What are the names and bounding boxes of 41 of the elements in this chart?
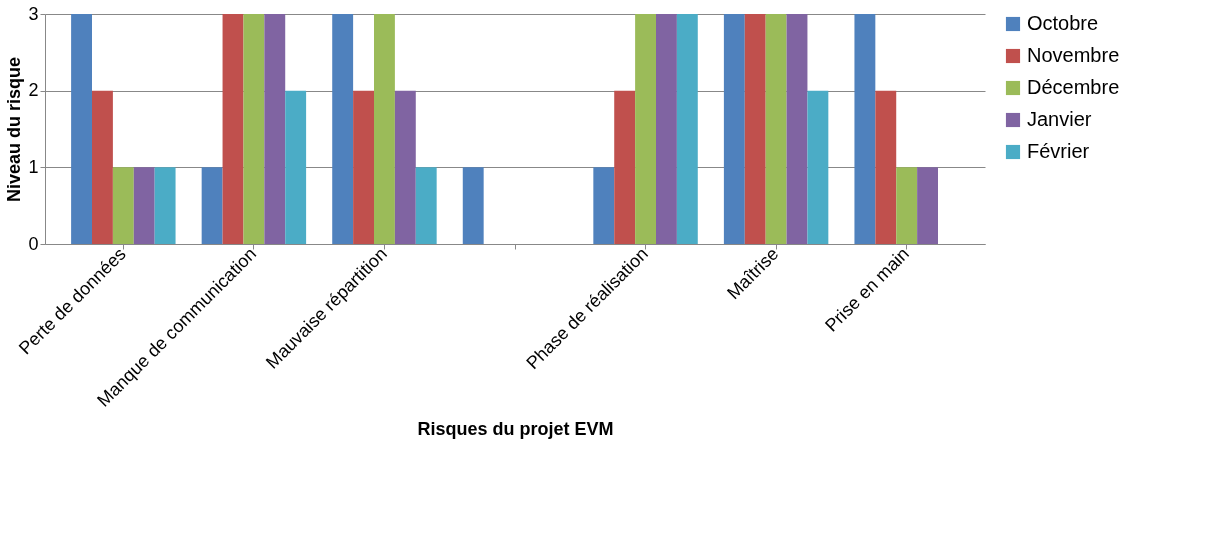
bar — [854, 14, 876, 244]
bar — [332, 14, 354, 244]
bar — [676, 14, 698, 244]
bar — [353, 90, 374, 244]
bar — [917, 167, 938, 244]
bar — [635, 14, 656, 244]
y-tick-label: 0 — [28, 233, 39, 254]
bar — [415, 167, 437, 244]
bar — [875, 90, 897, 244]
bar — [285, 90, 307, 244]
bar — [71, 14, 92, 244]
bar — [222, 14, 244, 244]
bar — [765, 14, 787, 244]
legend-label: Janvier — [1027, 108, 1092, 130]
bar — [154, 167, 176, 244]
y-tick-label: 3 — [28, 3, 39, 24]
bar — [462, 167, 484, 244]
bar — [807, 90, 829, 244]
legend-label: Octobre — [1027, 12, 1099, 34]
bar — [614, 90, 636, 244]
legend-label: Décembre — [1027, 76, 1120, 98]
bar — [374, 14, 395, 244]
bar — [744, 14, 766, 244]
bar — [112, 167, 134, 244]
bar — [243, 14, 265, 244]
bar — [723, 14, 745, 244]
y-axis-title: Niveau du risque — [4, 56, 25, 203]
x-axis-title: Risques du projet EVM — [417, 418, 614, 439]
bar — [92, 90, 113, 244]
bar — [133, 167, 155, 244]
legend-label: Février — [1027, 140, 1090, 162]
bar — [264, 14, 286, 244]
bar — [394, 90, 416, 244]
y-tick-label: 2 — [28, 80, 39, 101]
bar — [656, 14, 677, 244]
legend-label: Novembre — [1027, 44, 1120, 66]
bar — [896, 167, 918, 244]
bar — [593, 167, 615, 244]
y-tick-label: 1 — [28, 156, 39, 177]
bar — [201, 167, 223, 244]
bar — [786, 14, 808, 244]
